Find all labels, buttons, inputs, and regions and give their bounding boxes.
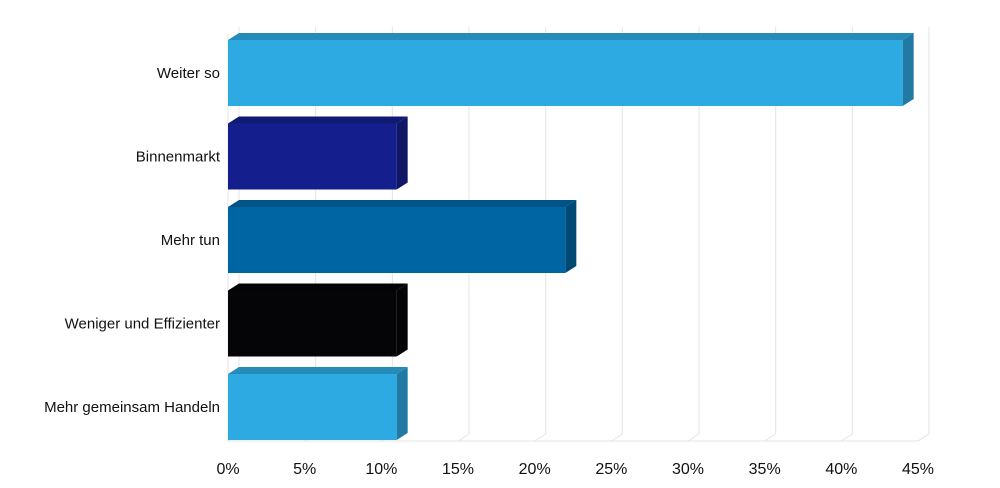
bar-1 xyxy=(228,116,408,190)
bar-side-face-3 xyxy=(396,283,408,357)
x-tick-label-9: 45% xyxy=(902,461,934,478)
axis-floor xyxy=(228,433,930,442)
bar-top-face-0 xyxy=(228,33,914,40)
x-tick-label-8: 40% xyxy=(825,461,857,478)
bar-front-face-2 xyxy=(228,207,566,273)
bar-4 xyxy=(228,367,408,440)
bar-3 xyxy=(228,283,408,357)
bar-top-face-1 xyxy=(228,116,408,124)
bar-2 xyxy=(228,200,577,273)
bar-front-face-0 xyxy=(228,40,903,106)
bar-top-face-3 xyxy=(228,283,408,291)
bar-side-face-0 xyxy=(902,33,914,106)
bar-side-face-1 xyxy=(396,116,408,190)
bar-front-face-1 xyxy=(228,123,397,190)
gridline-floor-7 xyxy=(764,433,776,442)
bar-top-face-2 xyxy=(228,200,577,207)
x-axis-tick-labels: 0% 5% 10% 15% 20% 25% 30% 35% 40% 45% xyxy=(216,461,934,478)
x-tick-label-1: 5% xyxy=(293,461,316,478)
gridline-floor-5 xyxy=(611,433,623,442)
gridline-floor-4 xyxy=(534,433,546,442)
gridline-floor-3 xyxy=(457,433,470,442)
category-label-2: Mehr tun xyxy=(161,232,220,249)
category-label-3: Weniger und Effizienter xyxy=(65,316,220,333)
x-tick-label-7: 35% xyxy=(749,461,781,478)
gridline-floor-6 xyxy=(687,433,700,442)
x-tick-label-0: 0% xyxy=(216,461,239,478)
gridline-floor-8 xyxy=(841,433,853,442)
bars-layer xyxy=(228,33,914,440)
bar-front-face-4 xyxy=(228,374,397,440)
category-label-0: Weiter so xyxy=(157,65,220,82)
bar-side-face-2 xyxy=(565,200,577,273)
bar-front-face-3 xyxy=(228,290,397,357)
x-tick-label-4: 20% xyxy=(519,461,551,478)
category-label-1: Binnenmarkt xyxy=(136,149,221,166)
x-tick-label-5: 25% xyxy=(595,461,627,478)
x-tick-label-3: 15% xyxy=(442,461,474,478)
category-labels: Weiter so Binnenmarkt Mehr tun Weniger und … xyxy=(44,65,221,416)
x-tick-label-2: 10% xyxy=(365,461,397,478)
category-label-4: Mehr gemeinsam Handeln xyxy=(44,399,220,416)
x-tick-label-6: 30% xyxy=(672,461,704,478)
bar-top-face-4 xyxy=(228,367,408,374)
bar-side-face-4 xyxy=(396,367,408,440)
bar-0 xyxy=(228,33,914,106)
